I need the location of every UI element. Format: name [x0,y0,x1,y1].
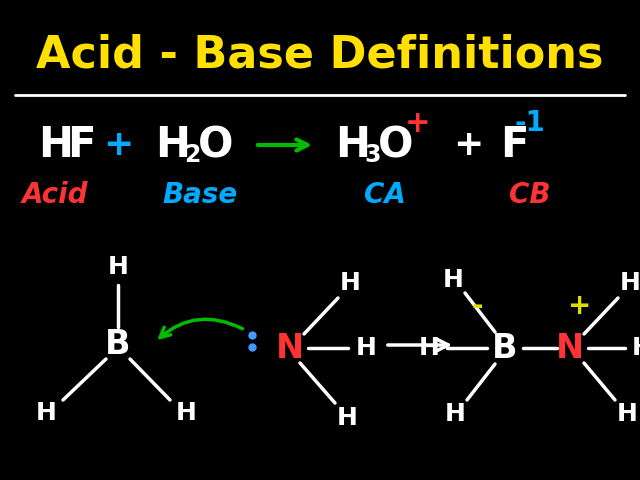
Text: O: O [198,124,234,166]
Text: -1: -1 [515,109,545,137]
Text: O: O [378,124,413,166]
Text: H: H [337,406,357,430]
Text: 2: 2 [184,143,200,167]
Text: +: + [568,292,592,320]
Text: H: H [335,124,370,166]
Text: H: H [443,268,463,292]
Text: Acid - Base Definitions: Acid - Base Definitions [36,34,604,76]
Text: H: H [108,255,129,279]
Text: H: H [36,401,56,425]
Text: H: H [38,124,73,166]
Text: Base: Base [163,181,237,209]
Text: +: + [453,128,483,162]
Text: -: - [471,292,483,320]
Text: H: H [419,336,440,360]
Text: +: + [103,128,133,162]
Text: H: H [175,401,196,425]
Text: H: H [445,402,465,426]
Text: Acid: Acid [22,181,88,209]
Text: H: H [616,402,637,426]
Text: B: B [105,328,131,361]
Text: H: H [620,271,640,295]
Text: H: H [632,336,640,360]
Text: N: N [556,332,584,364]
Text: +: + [405,108,431,137]
Text: F: F [67,124,95,166]
Text: 3: 3 [364,143,381,167]
Text: H: H [356,336,376,360]
Text: H: H [155,124,190,166]
FancyArrowPatch shape [160,319,243,337]
Text: CB: CB [509,181,551,209]
Text: H: H [340,271,360,295]
Text: N: N [276,332,304,364]
Text: CA: CA [364,181,406,209]
Text: B: B [492,332,518,364]
Text: F: F [500,124,529,166]
